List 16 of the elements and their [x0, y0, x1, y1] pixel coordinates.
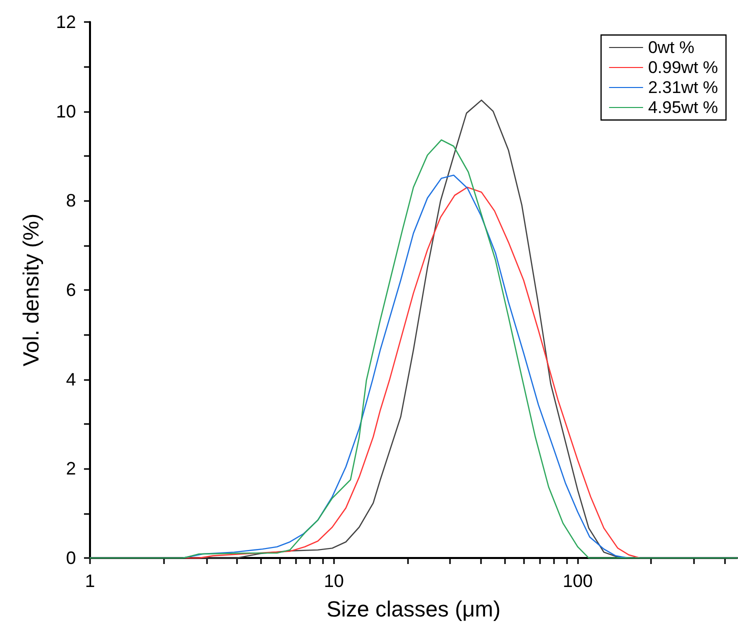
- legend-label: 0.99wt %: [648, 58, 718, 77]
- y-tick-label: 8: [66, 190, 76, 211]
- x-tick-label: 10: [324, 571, 344, 591]
- y-tick-label: 4: [66, 369, 76, 390]
- x-tick-label: 1: [84, 571, 96, 591]
- y-axis-title: Vol. density (%): [18, 214, 44, 366]
- y-tick-label: 0: [66, 548, 76, 568]
- y-tick-label: 10: [56, 101, 76, 122]
- legend-label: 4.95wt %: [648, 98, 718, 117]
- y-tick-label: 6: [66, 280, 76, 300]
- y-tick-label: 2: [66, 458, 76, 479]
- legend-label: 2.31wt %: [648, 78, 718, 97]
- legend-label: 0wt %: [648, 38, 694, 57]
- y-tick-label: 12: [56, 12, 76, 32]
- x-axis-title: Size classes (μm): [326, 596, 501, 622]
- x-tick-label: 100: [562, 571, 593, 591]
